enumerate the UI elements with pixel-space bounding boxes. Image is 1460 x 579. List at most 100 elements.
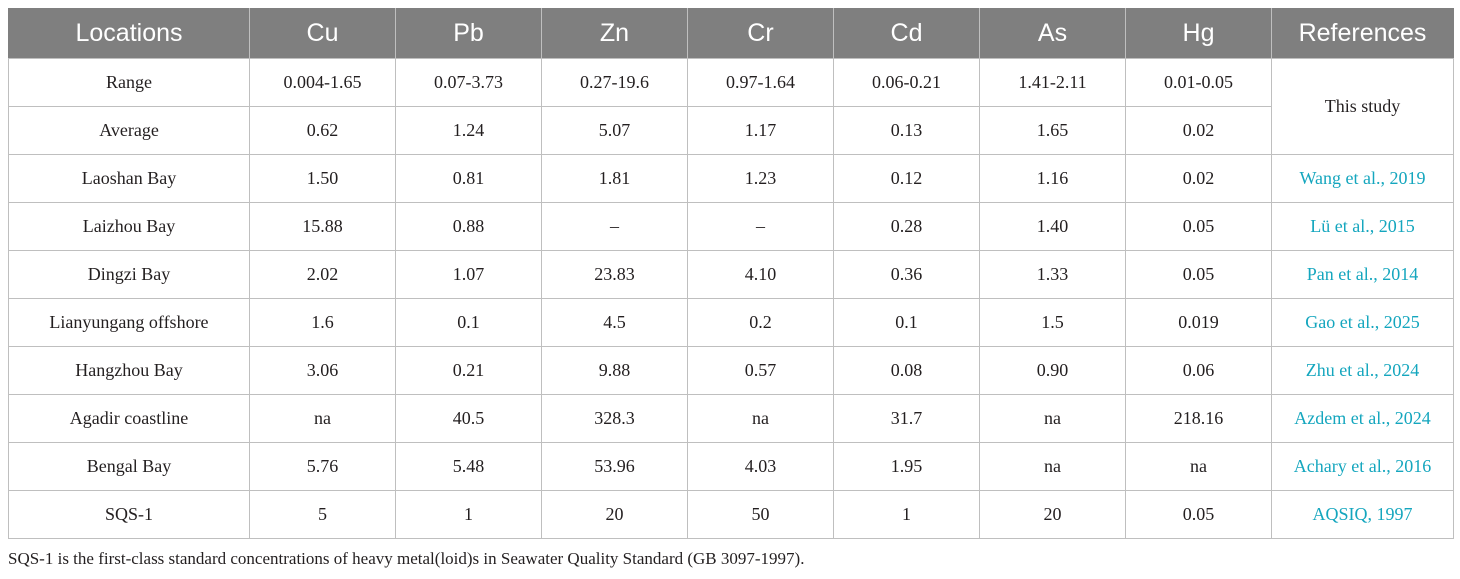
cell-cr: 0.57 (687, 346, 834, 395)
cell-cr: 1.23 (687, 154, 834, 203)
cell-zn: 328.3 (541, 394, 688, 443)
cell-cd: 0.13 (833, 106, 980, 155)
reference-link[interactable]: Wang et al., 2019 (1271, 154, 1454, 203)
cell-as: 1.16 (979, 154, 1126, 203)
cell-zn: 20 (541, 490, 688, 539)
cell-as: na (979, 394, 1126, 443)
table-footnote: SQS-1 is the first-class standard concen… (8, 549, 805, 568)
cell-cr: 50 (687, 490, 834, 539)
reference-link[interactable]: Zhu et al., 2024 (1271, 346, 1454, 395)
cell-cr: 4.10 (687, 250, 834, 299)
cell-cu: 5.76 (249, 442, 396, 491)
table-body: Range 0.004-1.65 0.07-3.73 0.27-19.6 0.9… (8, 58, 1454, 539)
cell-cr: 4.03 (687, 442, 834, 491)
cell-hg: 0.06 (1125, 346, 1272, 395)
cell-cu: 1.6 (249, 298, 396, 347)
cell-zn: 53.96 (541, 442, 688, 491)
cell-hg: 218.16 (1125, 394, 1272, 443)
cell-hg: 0.05 (1125, 250, 1272, 299)
cell-zn: 0.27-19.6 (541, 58, 688, 107)
header-row: Locations Cu Pb Zn Cr Cd As Hg Reference… (8, 8, 1454, 59)
table-container: Locations Cu Pb Zn Cr Cd As Hg Reference… (8, 8, 1454, 539)
cell-as: 1.40 (979, 202, 1126, 251)
cell-cd: 0.36 (833, 250, 980, 299)
cell-cd: 0.1 (833, 298, 980, 347)
heavy-metal-table: Locations Cu Pb Zn Cr Cd As Hg Reference… (8, 8, 1454, 539)
cell-as: 1.33 (979, 250, 1126, 299)
cell-zn: 1.81 (541, 154, 688, 203)
table-row: Agadir coastline na 40.5 328.3 na 31.7 n… (8, 394, 1454, 443)
cell-as: 20 (979, 490, 1126, 539)
cell-location: Laizhou Bay (8, 202, 250, 251)
cell-reference-this-study: This study (1271, 58, 1454, 155)
table-row: Average 0.62 1.24 5.07 1.17 0.13 1.65 0.… (8, 106, 1454, 155)
header-references: References (1271, 8, 1454, 59)
cell-as: na (979, 442, 1126, 491)
cell-pb: 0.07-3.73 (395, 58, 542, 107)
cell-hg: na (1125, 442, 1272, 491)
table-row: Bengal Bay 5.76 5.48 53.96 4.03 1.95 na … (8, 442, 1454, 491)
cell-pb: 1 (395, 490, 542, 539)
cell-pb: 5.48 (395, 442, 542, 491)
reference-link[interactable]: Lü et al., 2015 (1271, 202, 1454, 251)
cell-pb: 1.24 (395, 106, 542, 155)
header-cu: Cu (249, 8, 396, 59)
cell-pb: 0.21 (395, 346, 542, 395)
cell-cd: 0.12 (833, 154, 980, 203)
cell-as: 1.5 (979, 298, 1126, 347)
cell-cu: 1.50 (249, 154, 396, 203)
cell-cu: 2.02 (249, 250, 396, 299)
header-as: As (979, 8, 1126, 59)
cell-cr: 1.17 (687, 106, 834, 155)
cell-hg: 0.02 (1125, 106, 1272, 155)
cell-pb: 0.1 (395, 298, 542, 347)
table-row: Hangzhou Bay 3.06 0.21 9.88 0.57 0.08 0.… (8, 346, 1454, 395)
cell-pb: 0.88 (395, 202, 542, 251)
header-zn: Zn (541, 8, 688, 59)
table-row: Dingzi Bay 2.02 1.07 23.83 4.10 0.36 1.3… (8, 250, 1454, 299)
cell-cd: 0.08 (833, 346, 980, 395)
cell-pb: 1.07 (395, 250, 542, 299)
cell-location: Bengal Bay (8, 442, 250, 491)
cell-zn: 4.5 (541, 298, 688, 347)
header-hg: Hg (1125, 8, 1272, 59)
header-cd: Cd (833, 8, 980, 59)
cell-location: Lianyungang offshore (8, 298, 250, 347)
cell-cd: 1 (833, 490, 980, 539)
header-pb: Pb (395, 8, 542, 59)
cell-cu: na (249, 394, 396, 443)
cell-cu: 15.88 (249, 202, 396, 251)
cell-hg: 0.019 (1125, 298, 1272, 347)
cell-as: 1.41-2.11 (979, 58, 1126, 107)
table-row: Laizhou Bay 15.88 0.88 – – 0.28 1.40 0.0… (8, 202, 1454, 251)
cell-cr: 0.97-1.64 (687, 58, 834, 107)
cell-pb: 0.81 (395, 154, 542, 203)
reference-link[interactable]: Azdem et al., 2024 (1271, 394, 1454, 443)
cell-hg: 0.05 (1125, 202, 1272, 251)
cell-cr: – (687, 202, 834, 251)
cell-location: SQS-1 (8, 490, 250, 539)
cell-hg: 0.02 (1125, 154, 1272, 203)
cell-location: Average (8, 106, 250, 155)
reference-link[interactable]: AQSIQ, 1997 (1271, 490, 1454, 539)
cell-pb: 40.5 (395, 394, 542, 443)
reference-link[interactable]: Gao et al., 2025 (1271, 298, 1454, 347)
cell-as: 1.65 (979, 106, 1126, 155)
header-cr: Cr (687, 8, 834, 59)
cell-cu: 0.004-1.65 (249, 58, 396, 107)
cell-hg: 0.05 (1125, 490, 1272, 539)
table-header: Locations Cu Pb Zn Cr Cd As Hg Reference… (8, 8, 1454, 59)
reference-link[interactable]: Achary et al., 2016 (1271, 442, 1454, 491)
cell-as: 0.90 (979, 346, 1126, 395)
table-row: Laoshan Bay 1.50 0.81 1.81 1.23 0.12 1.1… (8, 154, 1454, 203)
cell-cu: 3.06 (249, 346, 396, 395)
cell-zn: – (541, 202, 688, 251)
cell-cd: 0.06-0.21 (833, 58, 980, 107)
cell-cu: 0.62 (249, 106, 396, 155)
cell-zn: 23.83 (541, 250, 688, 299)
cell-cd: 0.28 (833, 202, 980, 251)
table-row: Lianyungang offshore 1.6 0.1 4.5 0.2 0.1… (8, 298, 1454, 347)
table-row: SQS-1 5 1 20 50 1 20 0.05 AQSIQ, 1997 (8, 490, 1454, 539)
cell-hg: 0.01-0.05 (1125, 58, 1272, 107)
reference-link[interactable]: Pan et al., 2014 (1271, 250, 1454, 299)
